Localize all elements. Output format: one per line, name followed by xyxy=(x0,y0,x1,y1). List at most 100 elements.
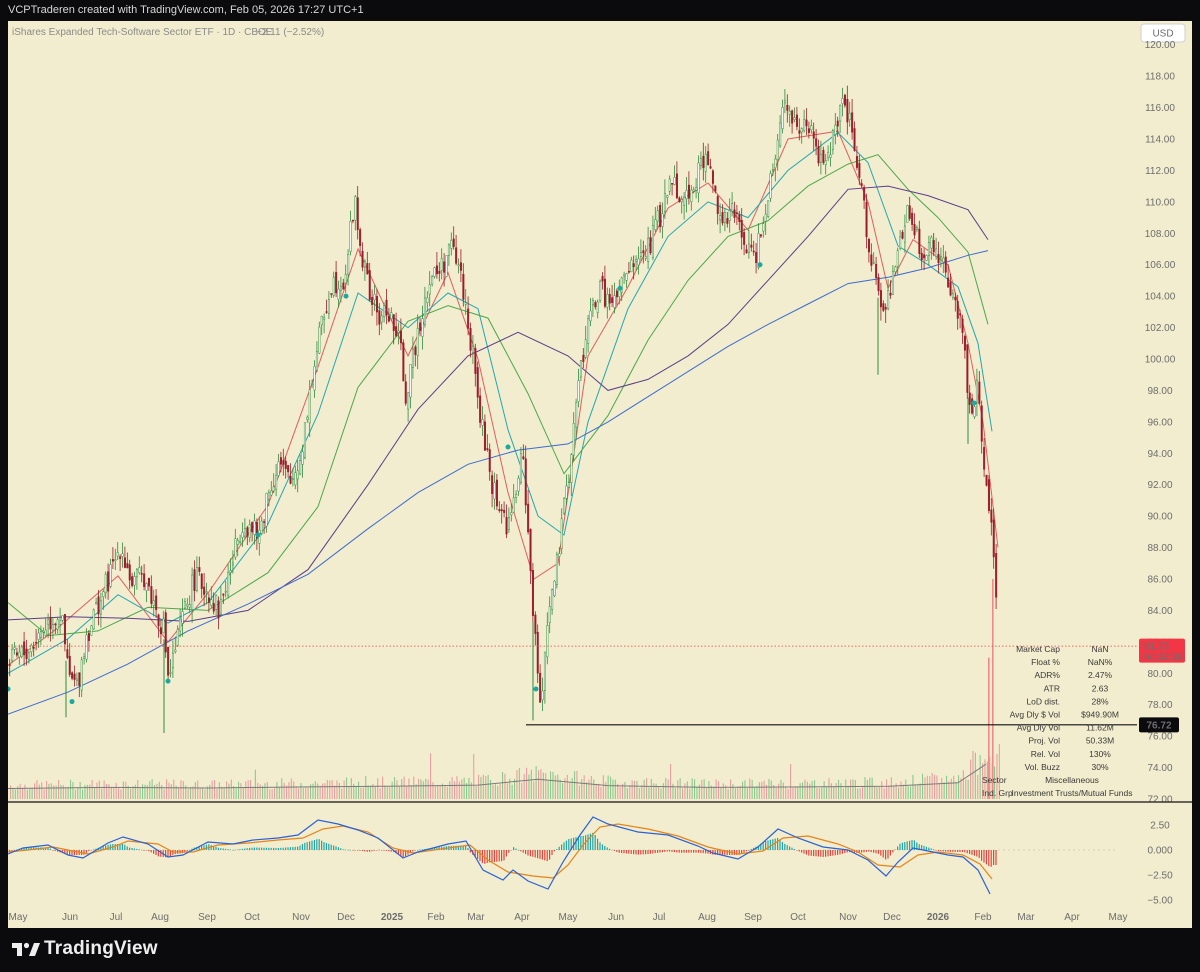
candle-body xyxy=(959,313,962,316)
macd-histogram-bar xyxy=(750,848,752,850)
volume-bar xyxy=(744,780,746,799)
macd-histogram-bar xyxy=(388,850,390,852)
volume-bar xyxy=(576,770,578,799)
candle-body xyxy=(399,330,402,344)
volume-bar xyxy=(98,780,100,799)
macd-histogram-bar xyxy=(841,850,843,854)
volume-bar xyxy=(444,785,446,799)
currency-button[interactable]: USD xyxy=(1140,23,1186,43)
candle-body xyxy=(78,672,81,686)
candle-body xyxy=(419,322,422,331)
volume-bar xyxy=(389,787,391,799)
candle-body xyxy=(27,652,30,661)
macd-histogram-bar xyxy=(604,845,606,850)
candle-body xyxy=(351,219,354,222)
candle-body xyxy=(23,641,26,656)
volume-bar xyxy=(713,786,715,799)
volume-bar xyxy=(266,782,268,799)
volume-bar xyxy=(934,774,936,799)
candle-body xyxy=(354,196,357,221)
candle-body xyxy=(203,586,206,595)
candle-body xyxy=(848,113,851,121)
volume-bar xyxy=(840,783,842,799)
volume-bar xyxy=(439,785,441,799)
candle-body xyxy=(935,248,938,257)
macd-histogram-bar xyxy=(457,845,459,850)
sector-label: Ind. Grp xyxy=(982,788,1013,798)
candle-body xyxy=(308,389,311,424)
candle-body xyxy=(582,354,585,363)
candle-body xyxy=(395,326,398,337)
volume-bar xyxy=(26,789,28,799)
macd-histogram-bar xyxy=(215,846,217,850)
time-tick-label: Aug xyxy=(698,912,716,923)
macd-histogram-bar xyxy=(870,850,872,853)
macd-histogram-bar xyxy=(390,850,392,852)
macd-histogram-bar xyxy=(520,850,522,852)
candle-body xyxy=(841,98,844,104)
stat-label: Vol. Buzz xyxy=(1025,762,1060,772)
macd-histogram-bar xyxy=(169,850,171,857)
candle-body xyxy=(195,567,198,591)
volume-bar xyxy=(139,788,141,799)
volume-bar xyxy=(754,787,756,799)
volume-bar xyxy=(504,773,506,799)
candle-body xyxy=(493,482,496,500)
candle-body xyxy=(563,498,566,514)
candle-body xyxy=(819,154,822,163)
signal-marker xyxy=(8,686,11,692)
candle-body xyxy=(143,573,146,587)
candle-body xyxy=(471,345,474,353)
candle-body xyxy=(966,344,969,393)
macd-histogram-bar xyxy=(203,845,205,850)
volume-bar xyxy=(396,780,398,799)
chart-canvas[interactable]: iShares Expanded Tech-Software Sector ET… xyxy=(8,21,1192,928)
stat-value: 50.33M xyxy=(1086,736,1114,746)
macd-histogram-bar xyxy=(654,850,656,854)
volume-bar xyxy=(994,766,996,799)
candle-body xyxy=(647,238,650,262)
macd-histogram-bar xyxy=(683,850,685,853)
candle-body xyxy=(133,576,136,586)
volume-bar xyxy=(838,779,840,799)
candle-body xyxy=(375,296,378,313)
candle-body xyxy=(944,256,947,273)
currency-button-bg[interactable] xyxy=(1140,23,1186,43)
macd-histogram-bar xyxy=(993,850,995,865)
volume-bar xyxy=(271,789,273,799)
candle-body xyxy=(817,146,820,164)
macd-histogram-bar xyxy=(198,846,200,850)
macd-histogram-bar xyxy=(707,850,709,854)
macd-histogram-bar xyxy=(349,849,351,851)
candle-body xyxy=(318,326,321,354)
candle-body xyxy=(560,518,563,549)
macd-histogram-bar xyxy=(801,850,803,853)
volume-bar xyxy=(499,783,501,799)
volume-bar xyxy=(478,774,480,799)
macd-histogram-bar xyxy=(561,844,563,850)
volume-bar xyxy=(497,785,499,799)
time-tick-label: Apr xyxy=(1064,912,1080,923)
chart-area[interactable]: iShares Expanded Tech-Software Sector ET… xyxy=(8,21,1192,928)
volume-bar xyxy=(418,778,420,799)
macd-histogram-bar xyxy=(911,840,913,850)
macd-histogram-bar xyxy=(501,850,503,862)
candle-body xyxy=(894,266,897,273)
volume-bar xyxy=(924,777,926,799)
macd-histogram-bar xyxy=(45,847,47,850)
macd-histogram-bar xyxy=(493,850,495,862)
candle-body xyxy=(903,225,906,243)
candle-body xyxy=(147,577,150,587)
candle-body xyxy=(339,285,342,291)
volume-bar xyxy=(485,776,487,799)
stat-label: LoD dist. xyxy=(1026,696,1060,706)
macd-histogram-bar xyxy=(760,843,762,850)
price-tick-label: 120.00 xyxy=(1145,40,1176,51)
macd-histogram-bar xyxy=(909,840,911,850)
candle-body xyxy=(39,631,42,639)
candle-body xyxy=(860,183,863,186)
macd-histogram-bar xyxy=(577,836,579,850)
volume-bar xyxy=(382,776,384,799)
macd-histogram-bar xyxy=(978,850,980,858)
volume-bar xyxy=(48,783,50,799)
